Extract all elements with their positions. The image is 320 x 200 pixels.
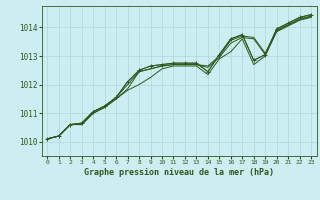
X-axis label: Graphe pression niveau de la mer (hPa): Graphe pression niveau de la mer (hPa) bbox=[84, 168, 274, 177]
